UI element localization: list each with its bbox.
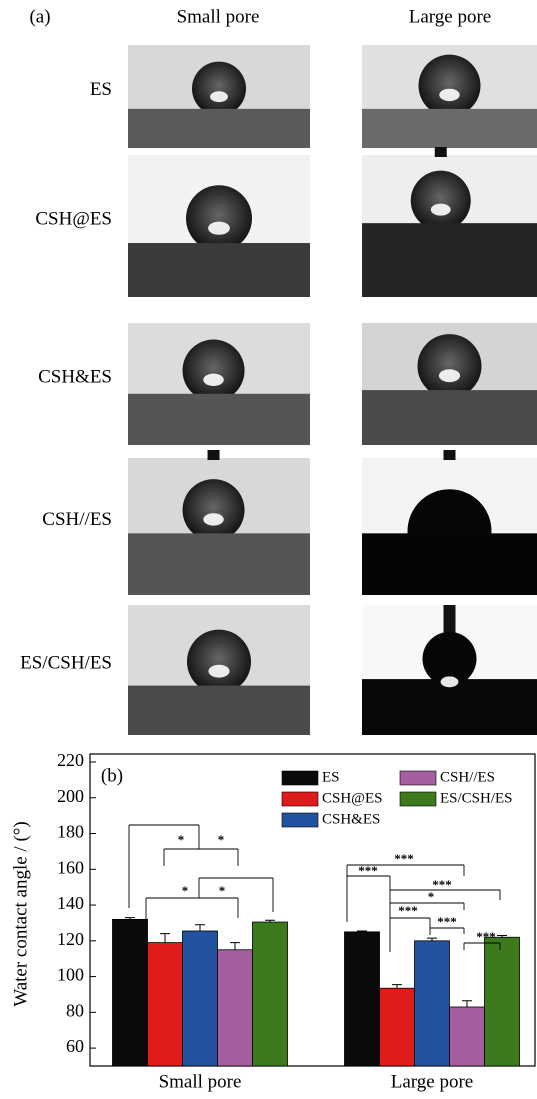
error-bar bbox=[230, 943, 240, 950]
panel-label: (b) bbox=[101, 765, 123, 786]
highlight bbox=[208, 665, 229, 678]
substrate bbox=[362, 390, 537, 445]
significance-label: *** bbox=[437, 914, 457, 929]
y-tick-label: 200 bbox=[57, 786, 84, 806]
significance-label: *** bbox=[476, 929, 496, 944]
substrate bbox=[362, 109, 537, 148]
droplet bbox=[187, 630, 251, 694]
droplet bbox=[192, 62, 246, 116]
bar bbox=[380, 988, 415, 1066]
row-label: CSH&ES bbox=[38, 366, 112, 387]
row-label: ES/CSH/ES bbox=[20, 652, 112, 673]
row-label: ES bbox=[90, 79, 112, 100]
figure: (a) Small pore Large pore ES CSH@ES CSH&ES… bbox=[0, 0, 537, 1099]
bar bbox=[148, 943, 183, 1066]
significance-label: *** bbox=[432, 877, 452, 892]
bar bbox=[253, 922, 288, 1066]
highlight bbox=[203, 374, 223, 386]
y-tick-label: 220 bbox=[57, 750, 84, 770]
row-label: CSH@ES bbox=[35, 208, 112, 229]
column-title: Large pore bbox=[409, 6, 491, 27]
bar bbox=[450, 1007, 485, 1066]
error-bar bbox=[427, 938, 437, 941]
significance-label: * bbox=[428, 889, 435, 904]
substrate bbox=[128, 109, 310, 148]
highlight bbox=[439, 89, 459, 101]
highlight bbox=[439, 369, 460, 382]
needle bbox=[444, 450, 456, 460]
y-tick-label: 100 bbox=[57, 965, 84, 985]
significance-label: * bbox=[178, 832, 185, 847]
y-tick-label: 80 bbox=[66, 1000, 84, 1020]
highlight bbox=[210, 91, 228, 102]
significance-label: *** bbox=[394, 851, 414, 866]
bar bbox=[113, 919, 148, 1066]
x-tick-label: Small pore bbox=[159, 1071, 242, 1092]
highlight bbox=[208, 222, 230, 235]
panel-label: (a) bbox=[29, 6, 50, 27]
needle bbox=[444, 605, 456, 633]
highlight bbox=[203, 513, 223, 525]
droplet bbox=[411, 171, 471, 231]
y-tick-label: 60 bbox=[66, 1036, 84, 1056]
substrate bbox=[128, 394, 310, 445]
substrate bbox=[128, 533, 310, 595]
significance-label: * bbox=[182, 883, 189, 898]
substrate bbox=[362, 679, 537, 735]
legend-swatch bbox=[282, 792, 318, 806]
error-bar bbox=[195, 925, 205, 931]
highlight bbox=[431, 204, 451, 216]
substrate bbox=[362, 223, 537, 297]
substrate bbox=[362, 533, 537, 595]
row-label: CSH//ES bbox=[42, 509, 112, 530]
legend-swatch bbox=[400, 771, 436, 785]
legend-label: ES/CSH/ES bbox=[440, 790, 513, 806]
significance-label: * bbox=[219, 883, 226, 898]
highlight bbox=[441, 676, 459, 687]
legend-swatch bbox=[282, 813, 318, 827]
droplet bbox=[183, 340, 245, 402]
needle bbox=[208, 450, 220, 460]
y-tick-label: 180 bbox=[57, 822, 84, 842]
y-axis-label: Water contact angle / (°) bbox=[10, 821, 31, 1006]
legend-swatch bbox=[400, 792, 436, 806]
significance-label: * bbox=[218, 832, 225, 847]
y-tick-label: 160 bbox=[57, 857, 84, 877]
droplet bbox=[418, 334, 482, 398]
column-title: Small pore bbox=[177, 6, 260, 27]
error-bar bbox=[160, 934, 170, 943]
legend-swatch bbox=[282, 771, 318, 785]
bar bbox=[218, 950, 253, 1066]
x-tick-label: Large pore bbox=[391, 1071, 473, 1092]
bar bbox=[415, 941, 450, 1066]
needle bbox=[435, 147, 447, 157]
error-bar bbox=[392, 985, 402, 989]
significance-label: *** bbox=[398, 903, 418, 918]
legend-label: CSH//ES bbox=[440, 769, 495, 785]
droplet bbox=[419, 55, 481, 117]
bar bbox=[345, 932, 380, 1066]
error-bar bbox=[462, 1001, 472, 1007]
droplet bbox=[183, 479, 245, 541]
bar bbox=[183, 931, 218, 1066]
substrate bbox=[128, 686, 310, 735]
y-tick-label: 120 bbox=[57, 929, 84, 949]
legend-label: CSH@ES bbox=[322, 790, 383, 806]
bar bbox=[485, 937, 520, 1066]
legend-label: ES bbox=[322, 769, 340, 785]
legend-label: CSH&ES bbox=[322, 811, 380, 827]
significance-label: *** bbox=[358, 863, 378, 878]
y-tick-label: 140 bbox=[57, 893, 84, 913]
substrate bbox=[128, 243, 310, 297]
droplet bbox=[186, 185, 252, 251]
